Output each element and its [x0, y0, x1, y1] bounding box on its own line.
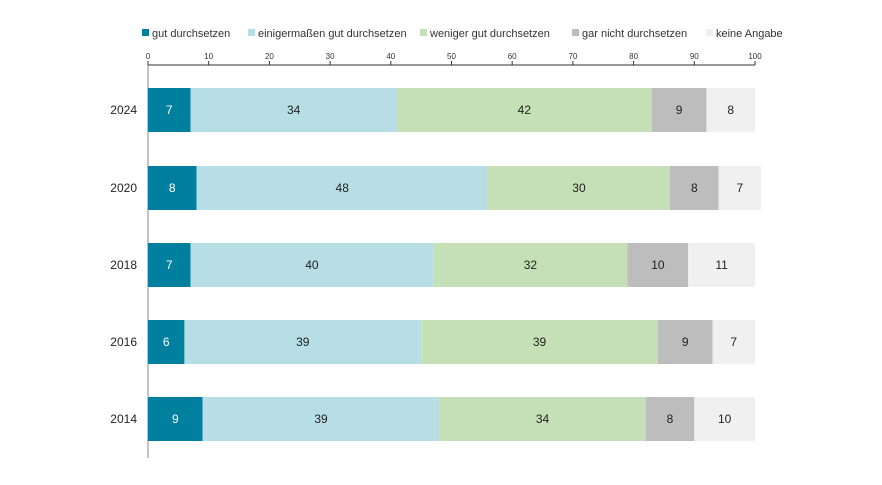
legend-swatch — [142, 29, 149, 36]
data-label: 8 — [169, 181, 176, 195]
legend-item: weniger gut durchsetzen — [420, 28, 550, 40]
bar-segment — [184, 320, 422, 364]
bar-segment — [202, 397, 440, 441]
data-label: 7 — [730, 335, 737, 349]
bar-row: 2018 7 40 32 10 11 — [110, 243, 755, 287]
bar-segment — [706, 88, 755, 132]
bar-segment — [148, 243, 191, 287]
data-label: 6 — [163, 335, 170, 349]
legend-item: gut durchsetzen — [142, 28, 230, 40]
category-label: 2020 — [110, 181, 137, 195]
data-label: 48 — [336, 181, 350, 195]
x-tick-label: 60 — [508, 52, 517, 61]
category-label: 2016 — [110, 335, 137, 349]
legend-label: weniger gut durchsetzen — [429, 28, 550, 40]
bar-row: 2020 8 48 30 8 7 — [110, 166, 762, 210]
bars: 2024 7 34 42 9 8 2020 8 48 30 8 7 2018 7 40 32 10 11 2016 6… — [110, 88, 762, 441]
bar-segment — [718, 166, 762, 210]
legend-label: gut durchsetzen — [152, 28, 230, 40]
x-tick-label: 40 — [386, 52, 395, 61]
data-label: 8 — [667, 412, 674, 426]
bar-segment — [190, 88, 397, 132]
data-label: 7 — [166, 103, 173, 117]
x-tick-label: 20 — [265, 52, 274, 61]
bar-segment — [196, 166, 488, 210]
bar-segment — [670, 166, 719, 210]
category-label: 2018 — [110, 258, 137, 272]
x-tick-label: 30 — [326, 52, 335, 61]
bar-segment — [627, 243, 689, 287]
legend-swatch — [420, 29, 427, 36]
bar-segment — [433, 243, 628, 287]
category-label: 2024 — [110, 103, 137, 117]
x-tick-label: 70 — [568, 52, 577, 61]
data-label: 10 — [651, 258, 665, 272]
bar-segment — [148, 397, 203, 441]
bar-segment — [148, 320, 185, 364]
data-label: 34 — [536, 412, 550, 426]
x-tick-label: 50 — [447, 52, 456, 61]
legend-label: einigermaßen gut durchsetzen — [258, 28, 407, 40]
bar-segment — [439, 397, 646, 441]
data-label: 9 — [172, 412, 179, 426]
data-label: 40 — [305, 258, 319, 272]
bar-segment — [657, 320, 713, 364]
data-label: 11 — [715, 258, 728, 272]
bar-segment — [694, 397, 755, 441]
bar-segment — [148, 166, 197, 210]
data-label: 9 — [682, 335, 689, 349]
data-label: 8 — [727, 103, 734, 117]
bar-segment — [148, 88, 191, 132]
legend-swatch — [706, 29, 713, 36]
x-tick-label: 100 — [748, 52, 762, 61]
data-label: 7 — [166, 258, 173, 272]
bar-segment — [190, 243, 434, 287]
data-label: 10 — [718, 412, 732, 426]
bar-row: 2014 9 39 34 8 10 — [110, 397, 755, 441]
legend-label: keine Angabe — [716, 28, 783, 40]
data-label: 42 — [518, 103, 532, 117]
data-label: 39 — [533, 335, 547, 349]
legend-item: gar nicht durchsetzen — [572, 28, 687, 40]
legend-item: einigermaßen gut durchsetzen — [248, 28, 407, 40]
legend-item: keine Angabe — [706, 28, 783, 40]
x-tick-label: 10 — [204, 52, 213, 61]
data-label: 34 — [287, 103, 301, 117]
x-tick-label: 90 — [690, 52, 699, 61]
data-label: 32 — [524, 258, 538, 272]
x-tick-label: 0 — [146, 52, 151, 61]
bar-segment — [645, 397, 695, 441]
category-label: 2014 — [110, 412, 137, 426]
legend-swatch — [248, 29, 255, 36]
bar-segment — [688, 243, 755, 287]
data-label: 39 — [314, 412, 328, 426]
bar-row: 2024 7 34 42 9 8 — [110, 88, 755, 132]
legend-swatch — [572, 29, 579, 36]
bar-row: 2016 6 39 39 9 7 — [110, 320, 755, 364]
data-label: 39 — [296, 335, 310, 349]
data-label: 7 — [736, 181, 743, 195]
legend-label: gar nicht durchsetzen — [582, 28, 687, 40]
bar-segment — [651, 88, 707, 132]
bar-segment — [487, 166, 671, 210]
data-label: 30 — [572, 181, 586, 195]
bar-segment — [396, 88, 652, 132]
legend: gut durchsetzen einigermaßen gut durchset… — [142, 28, 783, 40]
x-tick-label: 80 — [629, 52, 638, 61]
bar-segment — [712, 320, 755, 364]
data-label: 9 — [676, 103, 683, 117]
bar-segment — [421, 320, 658, 364]
data-label: 8 — [691, 181, 698, 195]
